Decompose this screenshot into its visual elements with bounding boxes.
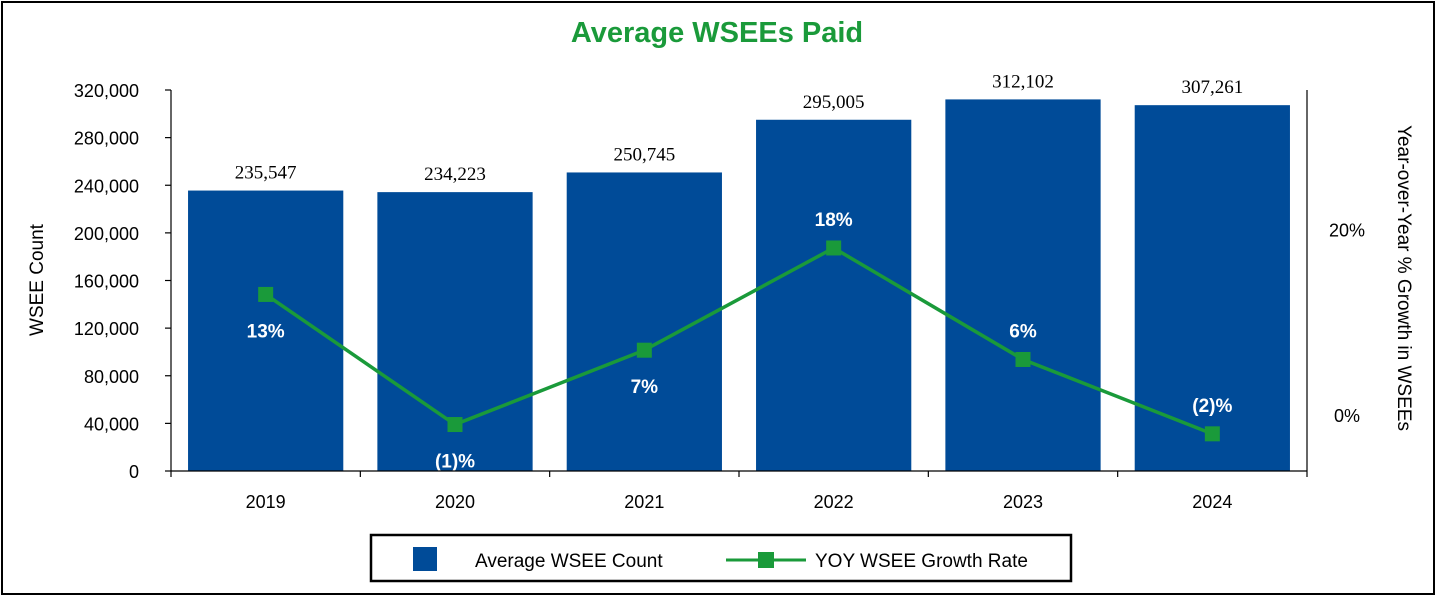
- legend: Average WSEE Count YOY WSEE Growth Rate: [369, 533, 1073, 583]
- growth-marker-2024: [1204, 426, 1220, 442]
- growth-marker-2022: [826, 240, 842, 256]
- y-axis-left-label: WSEE Count: [27, 223, 48, 336]
- growth-value-label-2024: (2)%: [1192, 396, 1232, 417]
- growth-value-label-2019: 13%: [247, 321, 285, 342]
- y-tick-label: 320,000: [74, 81, 139, 101]
- x-tick-label-2023: 2023: [1003, 492, 1043, 512]
- y2-tick-label: 20%: [1329, 220, 1365, 240]
- x-axis-ticks: 2019 2020 2021 2022 2023 2024: [170, 471, 1308, 512]
- y-axis-right-ticks: 0% 20%: [1329, 220, 1365, 426]
- bar-value-label-2023: 312,102: [992, 71, 1054, 92]
- y-tick-label: 80,000: [84, 367, 139, 387]
- y-tick-label: 40,000: [84, 414, 139, 434]
- legend-bar-label: Average WSEE Count: [475, 551, 663, 572]
- y-axis-right-label: Year-over-Year % Growth in WSEEs: [1393, 125, 1414, 431]
- growth-marker-2021: [636, 342, 652, 358]
- growth-value-label-2021: 7%: [631, 377, 659, 398]
- bar-2023: [945, 99, 1101, 471]
- bar-2022: [756, 119, 912, 471]
- legend-bar-swatch: [413, 547, 437, 571]
- growth-value-label-2023: 6%: [1009, 321, 1037, 342]
- growth-marker-2020: [447, 417, 463, 433]
- bar-2024: [1134, 105, 1290, 472]
- y-tick-label: 160,000: [74, 272, 139, 292]
- bar-value-label-2024: 307,261: [1181, 77, 1243, 98]
- y-tick-label: 200,000: [74, 224, 139, 244]
- y2-tick-label: 0%: [1334, 406, 1360, 426]
- bar-value-label-2022: 295,005: [803, 92, 865, 113]
- y-tick-label: 120,000: [74, 319, 139, 339]
- bar-value-label-2021: 250,745: [613, 144, 675, 165]
- x-tick-label-2019: 2019: [246, 492, 286, 512]
- y-tick-label: 0: [129, 462, 139, 482]
- y-tick-label: 280,000: [74, 129, 139, 149]
- bar-value-label-2020: 234,223: [424, 164, 486, 185]
- x-tick-label-2021: 2021: [624, 492, 664, 512]
- growth-marker-2023: [1015, 351, 1031, 367]
- growth-line-series: [258, 240, 1220, 442]
- growth-line: [264, 245, 1213, 436]
- bar-value-label-2019: 235,547: [235, 163, 297, 184]
- y-axis-left-ticks: 0 40,000 80,000 120,000 160,000 200,000 240,00…: [74, 81, 171, 482]
- growth-marker-2019: [258, 286, 274, 302]
- y-tick-label: 240,000: [74, 176, 139, 196]
- x-tick-label-2020: 2020: [435, 492, 475, 512]
- legend-line-marker: [758, 552, 774, 568]
- x-tick-label-2024: 2024: [1192, 492, 1232, 512]
- legend-box: [369, 533, 1073, 583]
- growth-value-label-2022: 18%: [815, 210, 853, 231]
- chart-title: Average WSEEs Paid: [571, 17, 863, 49]
- bar-series: [188, 99, 1290, 472]
- x-tick-label-2022: 2022: [814, 492, 854, 512]
- growth-value-labels: 13% (1)% 7% 18% 6% (2)%: [247, 210, 1233, 473]
- legend-line-label: YOY WSEE Growth Rate: [815, 551, 1028, 572]
- growth-value-label-2020: (1)%: [435, 452, 475, 473]
- bar-value-labels: 235,547 234,223 250,745 295,005 312,102 307,2…: [235, 71, 1243, 185]
